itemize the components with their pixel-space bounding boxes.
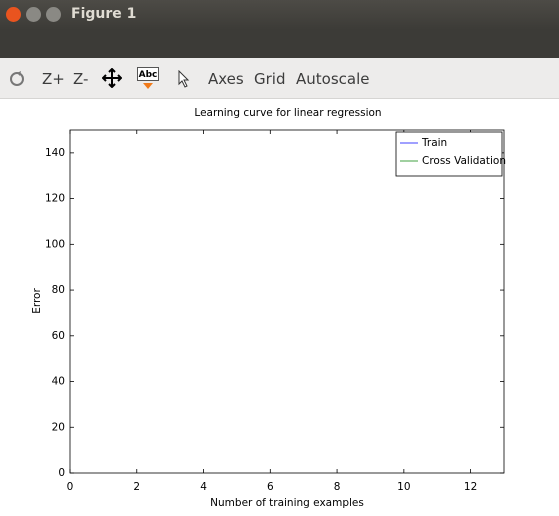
y-axis-label: Error [31,288,43,314]
zoom-in-button[interactable]: Z+ [42,70,65,88]
title-bar: Figure 1 [0,0,559,30]
rotate-icon[interactable] [8,70,26,88]
legend-label: Cross Validation [422,155,506,167]
y-tick-label: 140 [45,147,65,159]
text-icon[interactable]: Abc [137,67,159,91]
y-tick-label: 80 [52,284,65,296]
text-icon-label: Abc [139,70,158,80]
chart-title: Learning curve for linear regression [194,107,381,119]
x-tick-label: 12 [464,481,477,493]
menu-bar: 文件 (F) 编辑 (E) 帮助 (H) [0,30,559,85]
toolbar: Abc [0,58,559,99]
axes-button[interactable]: Axes [208,70,244,88]
x-tick-label: 6 [267,481,274,493]
maximize-button[interactable] [46,7,61,22]
window-title: Figure 1 [71,6,137,22]
y-tick-label: 100 [45,238,65,250]
plot-frame [69,129,505,474]
y-tick-label: 0 [58,467,65,479]
minimize-button[interactable] [26,7,41,22]
legend-label: Train [421,137,447,149]
grid-button[interactable]: Grid [254,70,286,88]
autoscale-button[interactable]: Autoscale [296,70,370,88]
chart: Learning curve for linear regression Num… [31,107,506,509]
y-tick-label: 120 [45,193,65,205]
x-tick-label: 0 [67,481,74,493]
x-tick-label: 8 [334,481,341,493]
x-tick-label: 2 [133,481,140,493]
y-tick-label: 20 [52,421,65,433]
x-tick-label: 4 [200,481,207,493]
x-tick-label: 10 [397,481,410,493]
close-button[interactable] [6,7,21,22]
pan-icon[interactable] [102,68,122,88]
x-axis-label: Number of training examples [210,497,364,509]
y-tick-label: 40 [52,376,65,388]
legend-box [395,131,503,177]
y-tick-label: 60 [52,330,65,342]
zoom-out-button[interactable]: Z- [73,70,89,88]
select-icon[interactable] [177,70,191,88]
